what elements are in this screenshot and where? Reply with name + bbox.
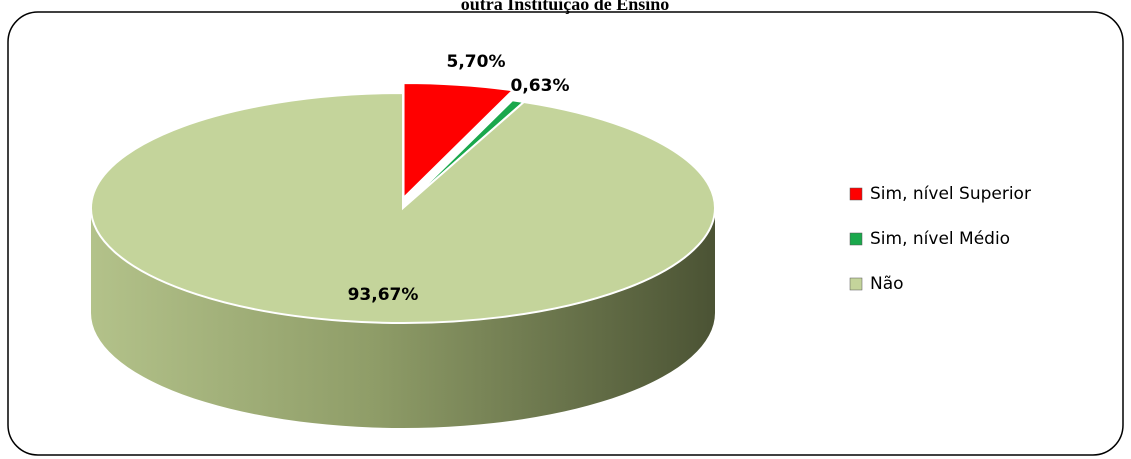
data-label: 0,63%	[511, 76, 570, 96]
data-label: 5,70%	[447, 52, 506, 72]
legend-label: Sim, nível Superior	[870, 184, 1031, 204]
data-label: 93,67%	[348, 285, 419, 305]
legend-swatch	[849, 187, 863, 201]
legend-label: Sim, nível Médio	[870, 229, 1010, 249]
pie-slice	[402, 81, 516, 201]
legend-label: Não	[870, 274, 904, 294]
pie-side	[91, 208, 715, 428]
pie-slice	[90, 91, 716, 324]
legend-swatch	[849, 232, 863, 246]
legend-swatch	[849, 277, 863, 291]
chart-title: outra Instituição de Ensino	[461, 0, 670, 14]
